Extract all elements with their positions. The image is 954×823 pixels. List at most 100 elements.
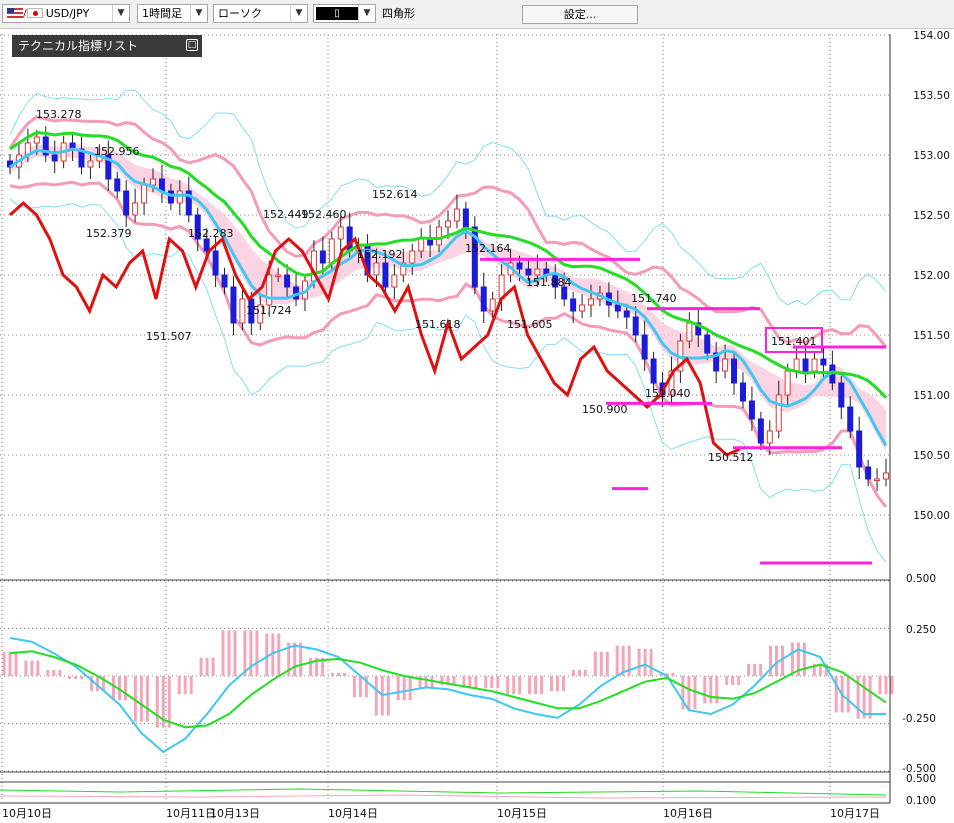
macd-histogram-bar [287,642,291,676]
macd-histogram-bar [424,676,428,689]
macd-histogram-bar [637,648,641,676]
bollinger-lower-line [9,198,887,563]
macd-histogram-bar [309,657,313,676]
price-labels: 153.278 152.956 152.379 152.283 151.507 151.7… [36,108,817,464]
macd-histogram-bar [249,630,253,676]
bull-candle [266,274,273,306]
macd-histogram-bar [124,676,127,701]
macd-histogram-bar [96,676,100,692]
indicator-lines [8,130,888,457]
macd-tick-label: 0.250 [906,624,936,636]
bear-candle [480,286,487,312]
timeframe-select[interactable]: 1時間足 ▼ [137,4,208,23]
bull-candle [686,322,693,342]
bull-candle [775,394,782,432]
chart-style-select[interactable]: ローソク ▼ [213,4,308,23]
macd-histogram-bar [90,676,94,692]
symbol-label: USD/JPY [45,7,90,20]
toolbar: / USD/JPY ▼ 1時間足 ▼ ローソク ▼ ▯ ▼ 四角形 設定... [0,0,954,29]
macd-panel [0,630,894,799]
drawing-tool-select[interactable]: ▯ ▼ [313,4,376,23]
bull-candle [328,238,335,264]
price-label: 151.740 [631,292,677,305]
price-label: 151.618 [415,318,461,331]
bear-candle [802,358,809,372]
macd-histogram-bar [452,676,456,686]
drawn-markers[interactable] [480,257,886,565]
bull-candle [418,238,425,252]
bear-candle [865,466,872,480]
macd-tick-label: -0.500 [902,763,936,775]
collapse-icon[interactable]: □ [186,39,198,51]
time-tick-label: 10月13日 [210,807,260,820]
price-label: 153.278 [36,108,82,121]
macd-histogram-bar [528,676,532,695]
bear-candle [713,352,720,372]
macd-histogram-bar [781,645,784,676]
bull-candle [150,178,157,186]
price-label: 152.192 [357,248,403,261]
bear-candle [212,250,219,276]
macd-histogram-bar [812,663,816,676]
sma-long-line [9,130,888,399]
bear-candle [284,274,291,288]
symbol-select[interactable]: / USD/JPY ▼ [2,4,130,23]
bull-candle [132,202,139,216]
macd-histogram-bar [737,676,741,686]
macd-histogram-bar [725,676,729,686]
macd-histogram-bar [496,676,500,689]
bull-candle [257,304,264,324]
macd-histogram-bar [621,645,625,676]
macd-histogram-bar [818,663,822,676]
macd-histogram-bar [211,657,215,676]
bear-candle [561,286,568,300]
bull-candle [87,160,94,168]
bear-candle [167,190,174,204]
macd-histogram-bar [205,657,209,676]
macd-histogram-bar [615,645,619,676]
bear-candle [42,136,49,156]
macd-histogram-bar [321,657,325,676]
macd-histogram-bar [418,676,422,689]
marker-rectangle [765,327,823,353]
bear-candle [704,334,711,354]
bollinger-upper-line [8,115,888,349]
macd-histogram-bar [490,676,494,689]
bull-candle [811,358,818,372]
bottom-indicator-line [0,788,887,796]
macd-histogram-bar [315,657,319,676]
drawing-tool-label: 四角形 [382,7,415,20]
sub-tick-label: 0.500 [906,773,936,785]
bear-candle [650,358,657,384]
settings-button[interactable]: 設定... [522,5,638,24]
macd-histogram-bar [846,676,850,713]
macd-histogram-bar [277,633,281,676]
macd-histogram-bar [46,669,50,676]
macd-histogram-bar [364,676,368,698]
macd-histogram-bar [856,676,860,719]
macd-histogram-bar [408,676,412,701]
chart-grid [0,34,891,804]
macd-histogram-bar [343,672,346,676]
bear-candle [51,154,58,162]
macd-histogram-bar [681,676,685,710]
lagging-span-line [8,200,741,457]
macd-histogram-bar [474,676,478,689]
macd-histogram-bar [643,648,647,676]
price-label: 151.507 [146,330,192,343]
macd-histogram-bar [374,676,378,716]
indicator-list-button[interactable]: テクニカル指標リスト □ [12,35,202,57]
macd-histogram-bar [112,676,115,701]
macd-histogram-bar [145,676,149,722]
macd-histogram-bar [293,642,297,676]
macd-histogram-bar [834,676,838,713]
macd-histogram-bar [468,676,472,689]
bear-candle [221,274,228,288]
bull-candle [400,262,407,276]
macd-histogram-bar [24,660,28,676]
macd-histogram-bar [512,676,516,695]
cloud-area [10,143,886,452]
macd-histogram-bar [775,645,778,676]
sub-tick-label: 0.100 [906,795,936,807]
